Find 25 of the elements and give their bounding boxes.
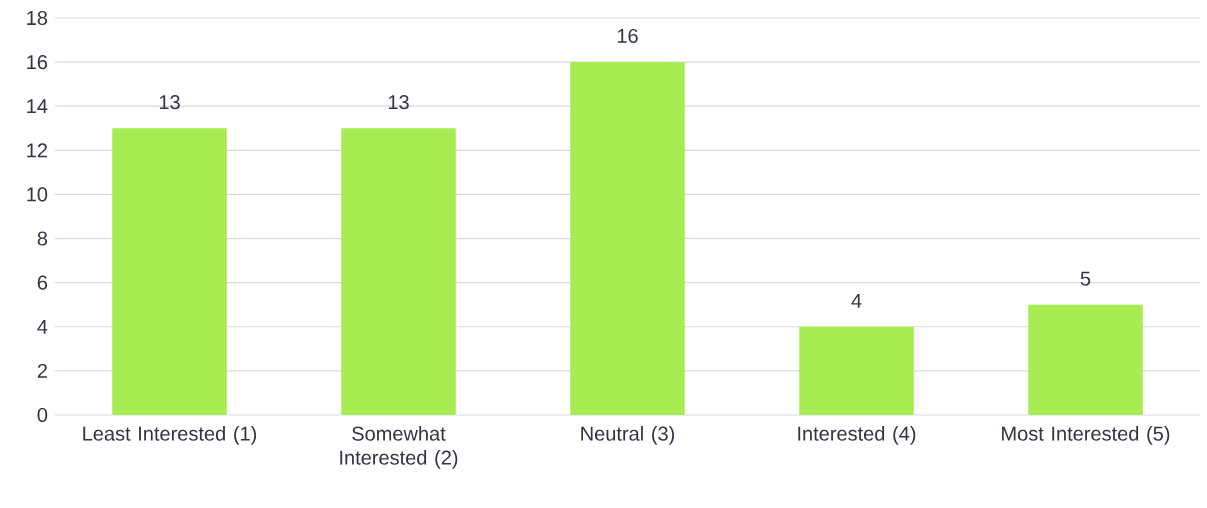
bar — [1028, 304, 1143, 415]
x-tick-label: Most Interested (5) — [1002, 426, 1170, 445]
data-label: 5 — [1080, 271, 1091, 286]
y-tick-label: 8 — [37, 231, 48, 246]
y-tick-label: 4 — [37, 319, 48, 334]
y-tick-label: 16 — [27, 55, 48, 70]
bar — [341, 128, 456, 415]
data-label: 13 — [159, 95, 180, 110]
data-label: 4 — [851, 293, 862, 308]
x-tick-label: Least Interested (1) — [83, 426, 257, 445]
bar — [799, 326, 914, 415]
y-tick-label: 2 — [37, 363, 47, 378]
bar — [570, 62, 685, 415]
y-tick-label: 14 — [27, 99, 48, 114]
y-tick-label: 10 — [27, 187, 48, 202]
y-tick-label: 6 — [37, 275, 48, 290]
data-label: 13 — [388, 95, 409, 110]
bar — [112, 128, 227, 415]
data-label: 16 — [617, 28, 638, 44]
x-tick-label: Interested (4) — [798, 426, 916, 445]
x-tick-label: Neutral (3) — [581, 426, 675, 445]
x-tick-label: Somewhat Interested (2) — [340, 426, 458, 469]
y-tick-label: 0 — [37, 407, 48, 423]
y-tick-label: 12 — [27, 143, 47, 158]
y-tick-label: 18 — [27, 10, 48, 26]
